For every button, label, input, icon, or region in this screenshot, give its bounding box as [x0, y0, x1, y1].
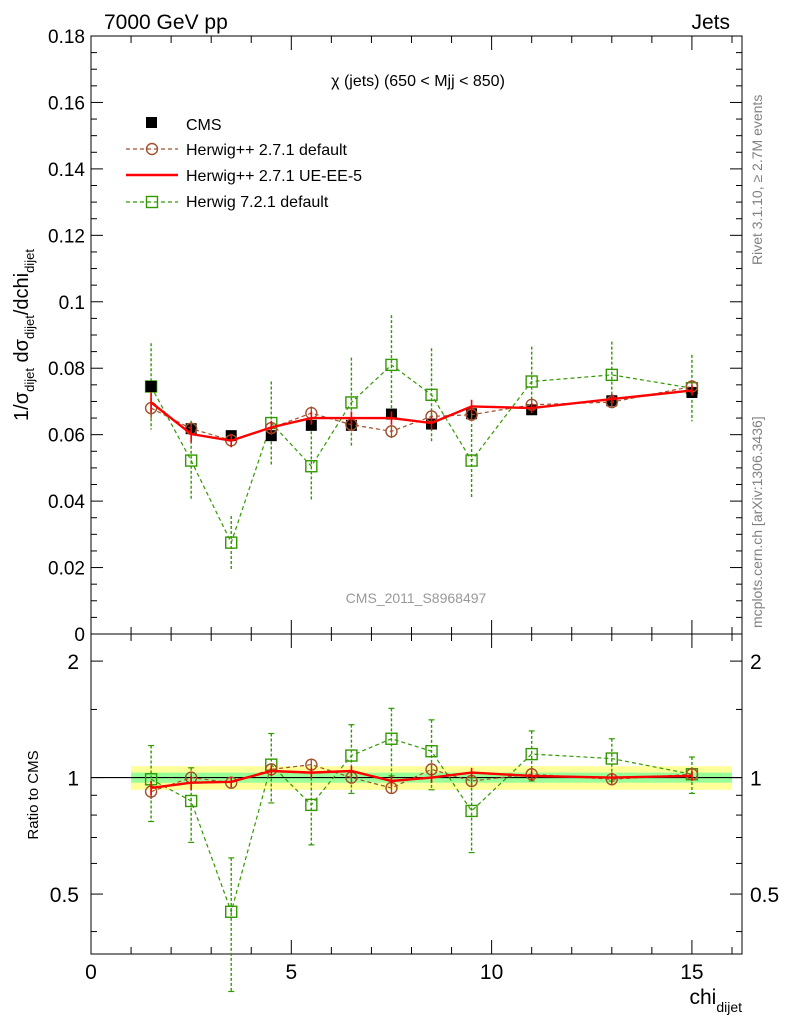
ylabel-sub1: dijet: [22, 368, 37, 392]
xlabel-sub: dijet: [716, 999, 742, 1015]
ratio-ytick-label-right: 1: [750, 768, 762, 791]
main-herwig-7-default-point: [605, 368, 618, 382]
xtick-label: 5: [285, 961, 297, 984]
legend-marker-herwig-7-default: [145, 195, 159, 209]
main-herwig-7-default-point: [345, 396, 358, 409]
main-herwig-7-default-point: [465, 454, 478, 467]
main-ytick-label: 0.16: [48, 93, 85, 114]
ratio-herwig-7-default-point: [465, 804, 478, 818]
ratio-herwig-7-default-point: [305, 798, 318, 812]
main-ytick-label: 0.12: [48, 226, 85, 247]
main-herwig-7-default-point: [305, 460, 318, 473]
legend: CMS Herwig++ 2.7.1 default Herwig++ 2.7.…: [126, 117, 362, 211]
main-herwig-pp-ueee5-line: [150, 389, 693, 442]
ratio-axis-ticks: 0.5 0.5 1 1 2 2 0 5 10 15: [50, 634, 779, 984]
xtick-label: 15: [680, 961, 703, 984]
ratio-ytick-label: 2: [67, 651, 79, 674]
ylabel-suffix: /dchi: [11, 273, 33, 315]
ratio-herwig-7-default-line: [150, 738, 693, 914]
main-ytick-label: 0.1: [59, 293, 85, 314]
main-herwig-7-default-point: [225, 536, 238, 549]
main-herwig-pp-ueee5-series: [150, 385, 693, 448]
main-axis-ticks: 0 0.02 0.04 0.06 0.08 0.1 0.12 0.14 0.16 0.18: [48, 27, 742, 646]
main-series-layer: [144, 315, 699, 570]
xtick-label: 0: [85, 961, 97, 984]
ratio-herwig-7-default-point: [525, 747, 538, 761]
header-left: 7000 GeV pp: [104, 11, 228, 34]
legend-marker-herwig-pp-default: [145, 142, 159, 156]
main-ytick-label: 0.08: [48, 359, 85, 380]
ylabel-sub3: dijet: [22, 249, 37, 273]
legend-entry-herwig-pp-ueee5: Herwig++ 2.7.1 UE-EE-5: [126, 168, 362, 185]
main-ytick-label: 0: [74, 625, 85, 646]
main-y-axis-label-text: 1/σdijet dσdijet/dchidijet: [11, 249, 37, 421]
main-ytick-label: 0.14: [48, 160, 85, 181]
legend-entry-herwig-pp-default: Herwig++ 2.7.1 default: [126, 142, 348, 159]
analysis-watermark: CMS_2011_S8968497: [346, 590, 487, 606]
main-ytick-label: 0.18: [48, 27, 85, 48]
main-ytick-label: 0.04: [48, 492, 85, 513]
ratio-panel-frame: [90, 633, 743, 955]
ratio-ytick-label: 0.5: [50, 884, 79, 907]
main-herwig-pp-default-point: [385, 425, 398, 438]
header-right: Jets: [691, 11, 730, 34]
xtick-label: 10: [480, 961, 503, 984]
main-herwig-7-default-point: [525, 375, 538, 388]
main-cms-point: [305, 419, 317, 431]
ratio-herwig-pp-ueee5-series: [150, 766, 693, 796]
ratio-herwig-7-default-point: [425, 744, 438, 758]
x-axis-label: chidijet: [689, 986, 742, 1015]
ratio-herwig-7-default-point: [345, 749, 358, 762]
main-herwig-7-default-series: [144, 315, 699, 570]
ratio-herwig-7-default-point: [225, 905, 238, 918]
main-cms-point: [265, 430, 277, 442]
legend-label-cms: CMS: [186, 117, 222, 134]
legend-label-herwig-pp-default: Herwig++ 2.7.1 default: [186, 142, 348, 159]
ylabel-prefix: 1/σ: [11, 391, 33, 421]
ratio-herwig-7-default-point: [184, 794, 198, 808]
main-y-axis-label: 1/σdijet dσdijet/dchidijet: [11, 249, 37, 421]
xlabel-main: chi: [689, 986, 716, 1009]
main-herwig-7-default-point: [425, 388, 438, 401]
main-ytick-label: 0.02: [48, 559, 85, 580]
ratio-y-axis-label: Ratio to CMS: [25, 750, 42, 839]
ratio-ytick-label: 1: [67, 768, 79, 791]
main-cms-point: [145, 380, 157, 392]
ratio-herwig-7-default-series: [144, 707, 699, 993]
main-ytick-label: 0.06: [48, 426, 85, 447]
ylabel-mid: dσ: [11, 338, 33, 368]
legend-entry-herwig-7-default: Herwig 7.2.1 default: [126, 194, 329, 211]
main-herwig-7-default-point: [184, 454, 198, 467]
ylabel-sub2: dijet: [22, 315, 37, 339]
ratio-herwig-7-default-point: [605, 752, 618, 765]
main-herwig-7-default-point: [385, 358, 398, 372]
ratio-herwig-pp-ueee5-line: [150, 769, 692, 790]
ratio-herwig-7-default-point: [385, 732, 398, 745]
main-cms-series: [145, 380, 698, 442]
legend-label-herwig-pp-ueee5: Herwig++ 2.7.1 UE-EE-5: [186, 168, 362, 185]
legend-entry-cms: CMS: [146, 117, 222, 134]
main-herwig-7-default-line: [150, 364, 693, 545]
rivet-side-label: Rivet 3.1.10, ≥ 2.7M events: [749, 95, 765, 265]
ratio-ytick-label-right: 0.5: [750, 884, 779, 907]
legend-label-herwig-7-default: Herwig 7.2.1 default: [186, 194, 329, 211]
mcplots-side-label: mcplots.cern.ch [arXiv:1306.3436]: [749, 416, 765, 628]
ratio-series-layer: [144, 707, 699, 993]
chart-title: χ (jets) (650 < Mjj < 850): [331, 73, 505, 90]
ratio-ytick-label-right: 2: [750, 651, 762, 674]
legend-marker-cms: [146, 117, 157, 128]
